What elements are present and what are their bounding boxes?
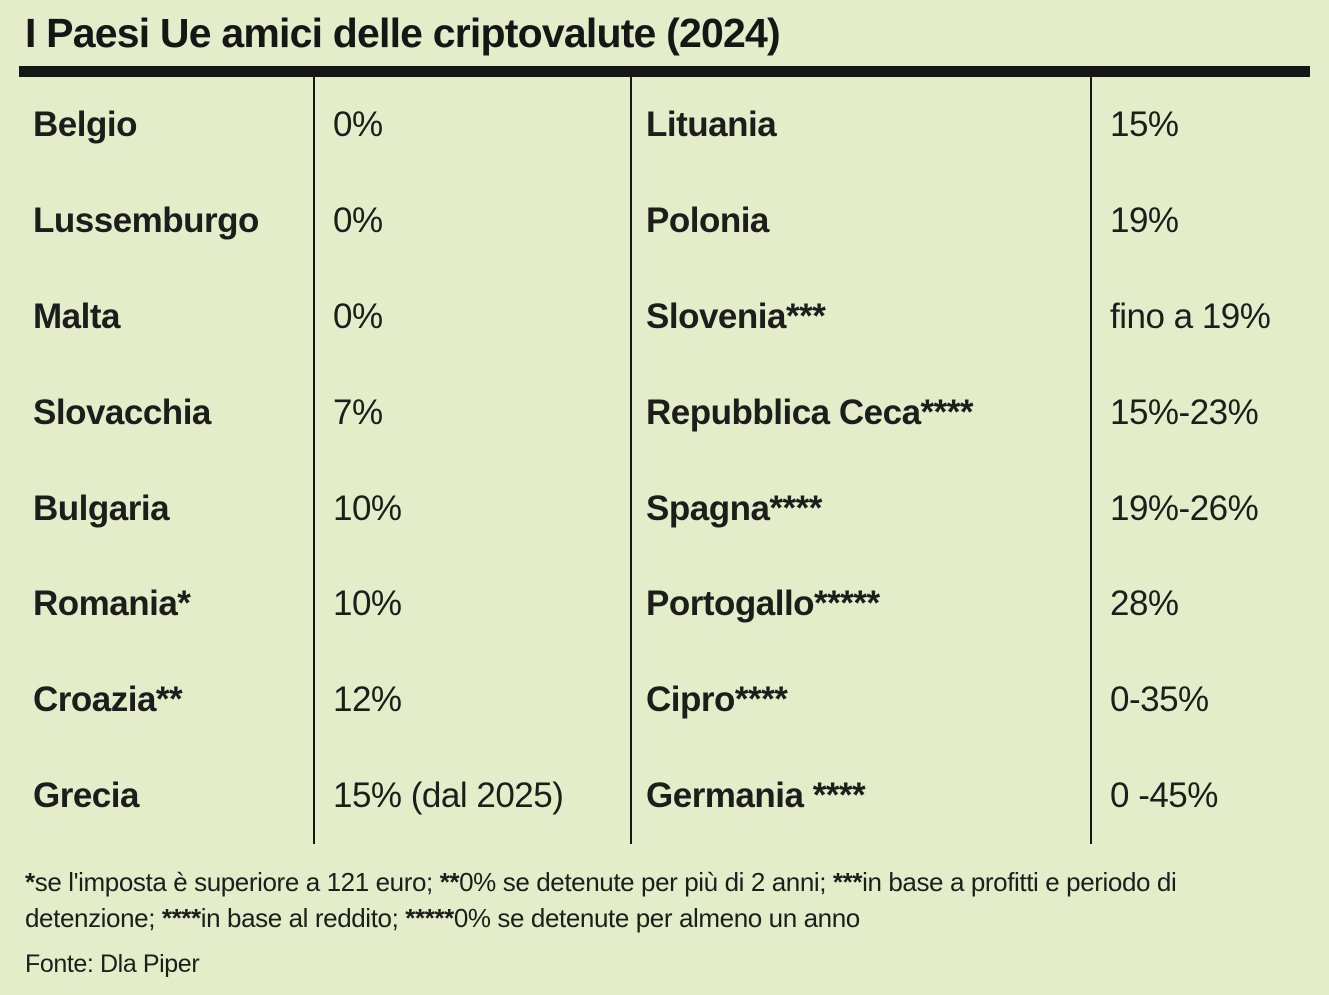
rate-cell: 7% (313, 364, 630, 461)
country-cell: Belgio (33, 105, 137, 145)
footnote-asterisks: *** (832, 867, 863, 898)
rate-cell: 0% (313, 77, 630, 174)
rate-cell: 15% (1090, 77, 1310, 174)
footnotes: *se l'imposta è superiore a 121 euro; **… (25, 865, 1295, 937)
country-cell: Lussemburgo (33, 200, 259, 240)
footnote-asterisks: ** (439, 867, 460, 898)
rate-cell: 12% (313, 652, 630, 749)
country-cell: Malta (33, 296, 120, 336)
country-cell: Portogallo***** (630, 556, 1090, 653)
rate-cell: 0% (313, 268, 630, 365)
rate-cell: 0% (313, 173, 630, 269)
country-cell: Polonia (630, 173, 1090, 269)
footnote-text: in base a profitti e periodo di detenzio… (25, 867, 1177, 934)
rate-cell: fino a 19% (1090, 268, 1310, 365)
footnote-text: 0% se detenute per più di 2 anni; (459, 867, 833, 898)
footnote-text: se l'imposta è superiore a 121 euro; (34, 867, 440, 898)
footnote-text: in base al reddito; (200, 903, 406, 934)
country-cell: Spagna**** (630, 460, 1090, 557)
footnote-text: 0% se detenute per almeno un anno (453, 903, 860, 934)
rate-cell: 0 -45% (1090, 748, 1310, 845)
crypto-tax-table: Belgio 0% Lituania 15% Lussemburgo 0% Polonia 1… (19, 77, 1310, 845)
title-rule (19, 66, 1310, 78)
country-cell: Lituania (630, 77, 1090, 174)
country-cell: Repubblica Ceca**** (630, 364, 1090, 461)
rate-cell: 15% (dal 2025) (313, 748, 630, 845)
rate-cell: 10% (313, 556, 630, 653)
country-cell: Slovenia*** (630, 268, 1090, 365)
page-title: I Paesi Ue amici delle criptovalute (202… (25, 10, 781, 56)
country-cell: Germania **** (630, 748, 1090, 845)
country-cell: Croazia** (33, 680, 183, 720)
country-cell: Cipro**** (630, 652, 1090, 749)
rate-cell: 0-35% (1090, 652, 1310, 749)
country-cell: Slovacchia (33, 392, 211, 432)
footnote-asterisks: **** (161, 903, 201, 934)
footnote-asterisks: ***** (405, 903, 454, 934)
country-cell: Romania* (33, 584, 191, 624)
rate-cell: 15%-23% (1090, 364, 1310, 461)
rate-cell: 28% (1090, 556, 1310, 653)
footnote-asterisks: * (25, 867, 35, 898)
rate-cell: 19%-26% (1090, 460, 1310, 557)
rate-cell: 10% (313, 460, 630, 557)
country-cell: Grecia (33, 776, 139, 816)
country-cell: Bulgaria (33, 488, 170, 528)
source-credit: Fonte: Dla Piper (25, 949, 200, 978)
rate-cell: 19% (1090, 173, 1310, 269)
